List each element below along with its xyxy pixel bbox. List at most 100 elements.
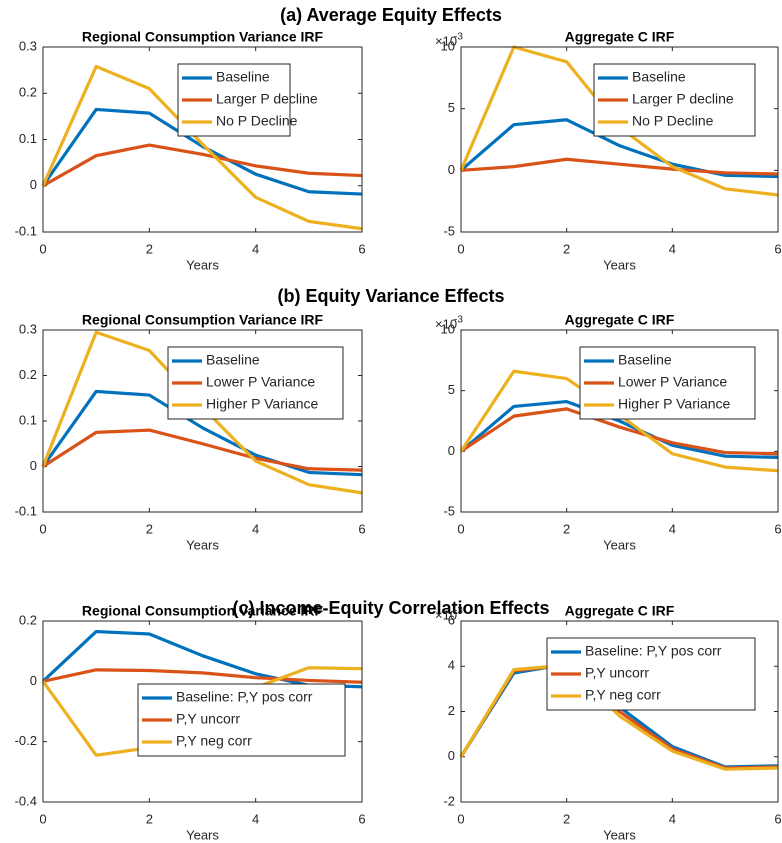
legend-label: No P Decline	[632, 113, 714, 129]
x-tick-label: 0	[39, 811, 46, 826]
axes-box	[42, 620, 363, 803]
y-tick-label: 0	[30, 177, 37, 192]
series-line	[42, 143, 363, 188]
x-tick-label: 6	[358, 521, 365, 536]
x-tick-label: 6	[358, 811, 365, 826]
x-tick-label: 6	[774, 241, 781, 256]
y-tick-label: 10	[441, 321, 455, 336]
y-tick-label: 0.3	[19, 321, 37, 336]
chart-title: Regional Consumption Variance IRF	[82, 29, 324, 45]
series-line	[42, 668, 363, 684]
x-tick-label: 6	[358, 241, 365, 256]
section-title: (c) Income-Equity Correlation Effects	[232, 598, 549, 618]
y-tick-label: 0	[448, 443, 455, 458]
x-axis-label: Years	[186, 257, 219, 272]
chart-title: Aggregate C IRF	[565, 312, 675, 328]
x-tick-label: 6	[774, 521, 781, 536]
x-tick-label: 4	[252, 521, 259, 536]
chart-title: Aggregate C IRF	[565, 29, 675, 45]
x-axis-label: Years	[603, 827, 636, 842]
legend-label: Baseline	[632, 69, 686, 85]
x-tick-label: 4	[669, 521, 676, 536]
chart-title: Aggregate C IRF	[565, 603, 675, 619]
y-tick-label: -5	[443, 223, 455, 238]
y-tick-label: 0.2	[19, 612, 37, 627]
x-tick-label: 2	[146, 241, 153, 256]
series-line	[460, 407, 779, 456]
y-tick-label: -0.1	[15, 503, 37, 518]
y-tick-label: 0.2	[19, 367, 37, 382]
axes-box	[460, 329, 779, 513]
series-line	[42, 428, 363, 472]
legend-label: No P Decline	[216, 113, 298, 129]
legend-label: Lower P Variance	[206, 374, 315, 390]
legend-box	[546, 637, 756, 711]
y-tick-label: 0	[30, 458, 37, 473]
x-tick-label: 4	[669, 811, 676, 826]
y-tick-label: 0.1	[19, 131, 37, 146]
legend-label: Baseline	[206, 352, 260, 368]
x-tick-label: 2	[563, 811, 570, 826]
legend-box	[137, 683, 346, 757]
series-line	[41, 389, 363, 477]
x-tick-label: 4	[669, 241, 676, 256]
x-tick-label: 2	[146, 521, 153, 536]
axes-box	[42, 46, 363, 233]
x-tick-label: 0	[457, 241, 464, 256]
x-tick-label: 0	[39, 521, 46, 536]
y-tick-label: -2	[443, 793, 455, 808]
y-tick-label: 0	[448, 748, 455, 763]
y-tick-label: 4	[448, 658, 455, 673]
y-multiplier-exponent: -3	[454, 32, 463, 43]
legend-label: Baseline	[216, 69, 270, 85]
y-multiplier: ×10	[435, 33, 457, 48]
x-tick-label: 4	[252, 241, 259, 256]
legend-label: Larger P decline	[632, 91, 734, 107]
x-tick-label: 2	[563, 241, 570, 256]
y-multiplier: ×10	[435, 607, 457, 622]
legend-label: P,Y neg corr	[176, 733, 252, 749]
legend-label: Baseline	[618, 352, 672, 368]
y-tick-label: -0.2	[15, 733, 37, 748]
series-line	[41, 107, 363, 196]
legend-label: P,Y neg corr	[585, 687, 661, 703]
x-axis-label: Years	[603, 537, 636, 552]
y-tick-label: 5	[448, 382, 455, 397]
x-tick-label: 2	[563, 521, 570, 536]
x-tick-label: 6	[774, 811, 781, 826]
series-line	[460, 157, 779, 176]
y-multiplier-exponent: -3	[454, 315, 463, 326]
y-tick-label: 0.1	[19, 412, 37, 427]
x-tick-label: 4	[252, 811, 259, 826]
legend-label: P,Y uncorr	[585, 665, 649, 681]
y-tick-label: 0.2	[19, 85, 37, 100]
series-line	[459, 399, 779, 459]
axes-box	[42, 329, 363, 513]
legend-label: P,Y uncorr	[176, 711, 240, 727]
x-tick-label: 2	[146, 811, 153, 826]
y-tick-label: 0	[448, 162, 455, 177]
series-line	[459, 663, 779, 771]
x-tick-label: 0	[457, 521, 464, 536]
axes-box	[460, 46, 779, 233]
chart-title: Regional Consumption Variance IRF	[82, 312, 324, 328]
legend-label: Larger P decline	[216, 91, 318, 107]
series-line	[41, 64, 363, 231]
section-title: (a) Average Equity Effects	[280, 5, 502, 25]
x-axis-label: Years	[603, 257, 636, 272]
legend-label: Baseline: P,Y pos corr	[176, 689, 313, 705]
y-tick-label: 6	[448, 612, 455, 627]
y-tick-label: 5	[448, 100, 455, 115]
y-multiplier-exponent: -3	[454, 606, 463, 617]
legend-label: Higher P Variance	[206, 396, 319, 412]
series-line	[459, 118, 779, 179]
y-tick-label: -0.1	[15, 223, 37, 238]
x-axis-label: Years	[186, 827, 219, 842]
section-title: (b) Equity Variance Effects	[277, 286, 504, 306]
y-tick-label: -0.4	[15, 793, 37, 808]
legend-label: Lower P Variance	[618, 374, 727, 390]
y-tick-label: -5	[443, 503, 455, 518]
legend-label: Baseline: P,Y pos corr	[585, 643, 722, 659]
y-multiplier: ×10	[435, 316, 457, 331]
